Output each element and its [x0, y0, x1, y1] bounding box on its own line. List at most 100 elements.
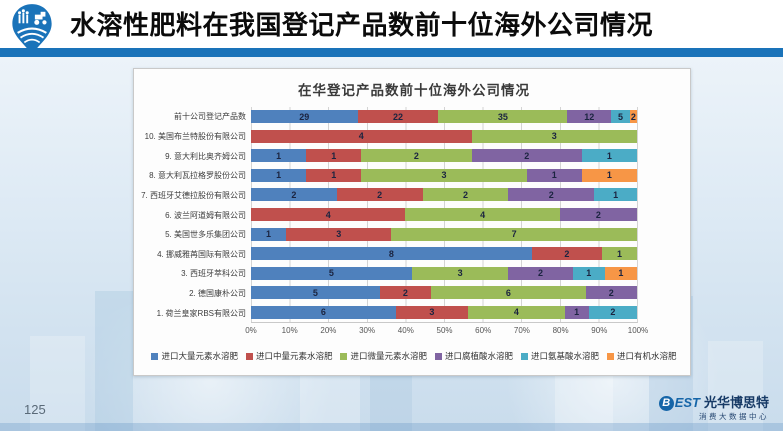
legend-label: 进口大量元素水溶肥 — [161, 351, 238, 361]
legend-label: 进口腐植酸水溶肥 — [445, 351, 514, 361]
legend-item: 进口微量元素水溶肥 — [340, 350, 427, 362]
x-axis-tick: 60% — [475, 326, 492, 335]
bar-segment-amino: 1 — [581, 149, 637, 163]
bar-segment-micro: 7 — [391, 227, 637, 241]
bar-segment-medium: 4 — [251, 208, 406, 221]
footer-brand-row: B EST 光华博思特 — [658, 395, 769, 411]
chart-legend: 进口大量元素水溶肥 进口中量元素水溶肥 进口微量元素水溶肥 进口腐植酸水溶肥 进口氨基酸… — [138, 350, 690, 362]
bar-segment-organic: 2 — [629, 110, 637, 124]
chart-row: 29 22 35 12 5 2 — [251, 107, 637, 127]
y-axis-label: 5. 美国世多乐集团公司 — [165, 230, 246, 240]
legend-swatch-icon — [245, 352, 253, 360]
x-axis-tick: 70% — [513, 326, 530, 335]
bars-wrap: 29 22 35 12 5 2 4 3 1 1 2 2 1 1 1 3 1 1 2 2 2 2 1 4 4 2 1 3 7 8 2 1 5 3 2 1… — [245, 107, 648, 338]
bar-segment-amino: 1 — [594, 188, 638, 202]
best-b-logo-icon: B — [658, 395, 674, 411]
bar-segment-medium: 2 — [531, 247, 602, 261]
legend-swatch-icon — [435, 352, 442, 360]
bar-segment-micro: 4 — [405, 208, 560, 221]
x-axis-tick: 90% — [591, 326, 608, 335]
y-axis-label: 7. 西班牙艾德拉股份有限公司 — [141, 190, 246, 200]
x-axis-tick: 10% — [281, 326, 298, 335]
bar-segment-medium: 1 — [306, 149, 362, 163]
chart-panel: 在华登记产品数前十位海外公司情况 前十公司登记产品数 10. 美国布兰特股份有限公… — [133, 68, 691, 376]
footer-brand-subtitle: 消费大数据中心 — [699, 411, 769, 421]
bar-segment-amino: 2 — [588, 305, 637, 319]
y-axis-label: 1. 荷兰皇家RBS有限公司 — [156, 308, 246, 318]
bar-segment-humic: 2 — [585, 286, 638, 300]
bar-segment-medium: 3 — [286, 227, 392, 241]
background-building — [95, 291, 133, 431]
y-axis-label: 8. 意大利瓦拉格罗股份公司 — [149, 171, 246, 181]
bar-segment-micro: 3 — [471, 129, 637, 143]
slide-body: 在华登记产品数前十位海外公司情况 前十公司登记产品数 10. 美国布兰特股份有限公… — [0, 57, 783, 431]
background-building — [30, 336, 85, 431]
legend-swatch-icon — [151, 352, 159, 360]
bar-segment-humic: 2 — [508, 266, 573, 280]
bar-segment-amino: 1 — [572, 266, 605, 280]
x-axis-tick: 30% — [359, 326, 376, 335]
plot-area: 29 22 35 12 5 2 4 3 1 1 2 2 1 1 1 3 1 1 2 2 2 2 1 4 4 2 1 3 7 8 2 1 5 3 2 1… — [251, 107, 638, 323]
background-building — [708, 341, 763, 431]
bar-segment-humic: 1 — [526, 168, 582, 182]
legend-item: 进口有机水溶肥 — [607, 350, 677, 362]
legend-label: 进口氨基酸水溶肥 — [531, 351, 600, 361]
bar-segment-humic: 12 — [567, 110, 612, 124]
farm-balloon-logo-icon — [12, 4, 52, 56]
bar-segment-micro: 1 — [601, 247, 638, 261]
legend-label: 进口中量元素水溶肥 — [255, 351, 333, 361]
page-title: 水溶性肥料在我国登记产品数前十位海外公司情况 — [70, 10, 654, 40]
bar-segment-micro: 3 — [361, 168, 527, 182]
header-accent-bar — [0, 48, 783, 57]
bar-segment-medium: 3 — [395, 305, 469, 319]
x-axis: 0% 10% 20% 30% 40% 50% 60% 70% 80% 90% 100% — [245, 323, 648, 338]
bar-segment-macro: 29 — [251, 110, 358, 124]
bar-segment-amino: 5 — [611, 110, 630, 124]
x-axis-tick: 40% — [397, 326, 414, 335]
bar-segment-micro: 3 — [411, 266, 509, 280]
stacked-bar: 29 22 35 12 5 2 — [251, 110, 637, 124]
bar-segment-macro: 8 — [251, 247, 532, 261]
bar-segment-humic: 2 — [471, 149, 582, 163]
y-axis-label: 2. 德国康朴公司 — [189, 289, 246, 299]
legend-item: 进口氨基酸水溶肥 — [521, 350, 599, 362]
bar-segment-medium: 2 — [379, 286, 432, 300]
legend-swatch-icon — [607, 352, 615, 360]
bar-segment-medium: 2 — [336, 188, 423, 202]
bar-segment-medium: 22 — [357, 110, 439, 124]
bar-segment-micro: 6 — [431, 286, 586, 300]
legend-item: 进口中量元素水溶肥 — [245, 350, 333, 362]
legend-item: 进口大量元素水溶肥 — [151, 350, 238, 362]
bar-segment-micro: 4 — [468, 305, 565, 319]
x-axis-tick: 20% — [320, 326, 337, 335]
y-axis-label: 6. 波兰阿道姆有限公司 — [165, 210, 246, 220]
bar-segment-macro: 5 — [251, 286, 380, 300]
best-est-text: EST — [674, 395, 700, 411]
bar-segment-humic: 2 — [559, 208, 638, 221]
bar-segment-organic: 1 — [581, 168, 637, 182]
legend-label: 进口有机水溶肥 — [617, 351, 677, 361]
bar-segment-micro: 35 — [438, 110, 568, 124]
y-axis-label: 3. 西班牙萃科公司 — [181, 269, 246, 279]
bar-segment-macro: 1 — [251, 168, 307, 182]
bar-segment-humic: 1 — [564, 305, 589, 319]
page-number: 125 — [24, 402, 46, 417]
bar-segment-macro: 1 — [251, 149, 307, 163]
y-axis-labels: 前十公司登记产品数 10. 美国布兰特股份有限公司 9. 意大利比奥齐姆公司 8. 意… — [138, 107, 251, 323]
